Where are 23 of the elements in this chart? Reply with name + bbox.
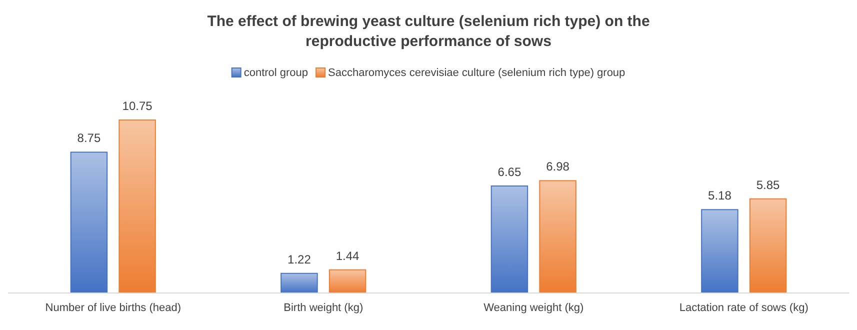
chart-title: The effect of brewing yeast culture (selenium rich type) on the reproductive performance of sows	[207, 13, 650, 50]
bar	[328, 269, 366, 294]
bar	[118, 120, 156, 294]
data-label: 1.44	[336, 248, 360, 263]
legend-label: Saccharomyces cerevisiae culture (selenium rich type) group	[328, 67, 626, 79]
bar	[490, 185, 528, 294]
data-label: 6.98	[546, 160, 570, 174]
data-label: 10.75	[122, 99, 153, 113]
bar	[539, 180, 576, 294]
data-label: 5.18	[708, 188, 732, 203]
legend-label: control group	[244, 67, 308, 79]
data-label: 1.22	[288, 252, 312, 266]
x-tick-label: Number of live births (head)	[45, 302, 181, 314]
bar	[749, 198, 787, 294]
bar	[701, 209, 738, 294]
x-tick-label: Birth weight (kg)	[284, 302, 364, 314]
bar	[70, 152, 108, 294]
bar	[280, 272, 318, 294]
data-label: 8.75	[77, 131, 101, 146]
data-label: 5.85	[756, 178, 780, 192]
x-tick-label: Weaning weight (kg)	[484, 302, 584, 314]
data-label: 6.65	[498, 164, 522, 179]
x-tick-label: Lactation rate of sows (kg)	[679, 302, 808, 314]
